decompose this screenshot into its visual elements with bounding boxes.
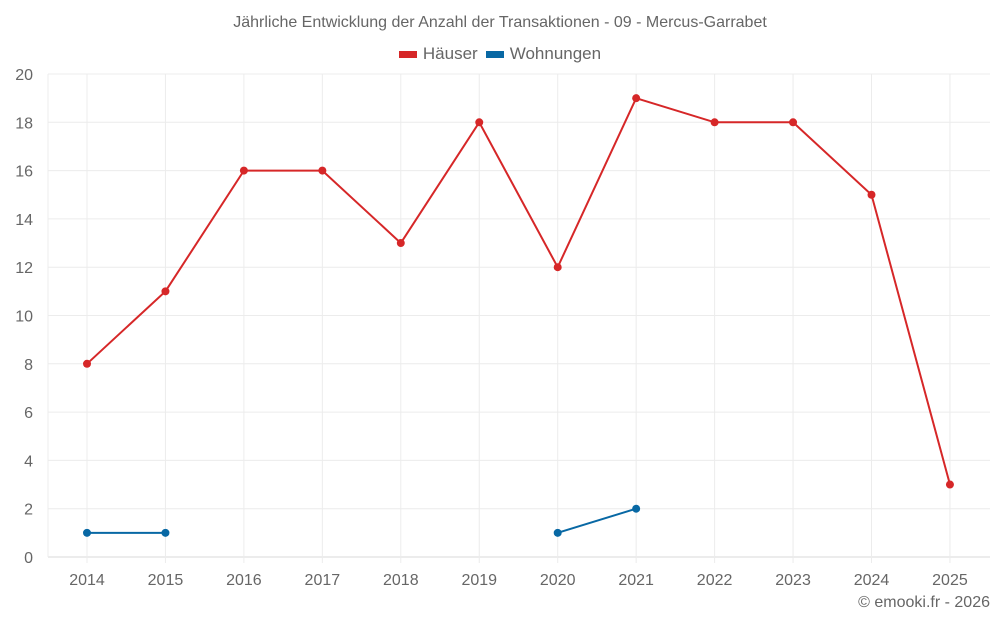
data-point <box>867 190 876 199</box>
data-point <box>553 528 562 537</box>
y-tick-label: 18 <box>15 115 33 132</box>
copyright-credit: © emooki.fr - 2026 <box>858 594 990 611</box>
data-point <box>945 480 954 489</box>
y-tick-label: 4 <box>24 453 33 470</box>
y-tick-label: 0 <box>24 550 33 567</box>
y-tick-label: 8 <box>24 357 33 374</box>
x-tick-label: 2015 <box>148 572 184 589</box>
y-tick-label: 6 <box>24 405 33 422</box>
data-point <box>161 528 170 537</box>
x-tick-label: 2021 <box>618 572 654 589</box>
chart-title: Jährliche Entwicklung der Anzahl der Tra… <box>233 14 767 31</box>
x-tick-label: 2025 <box>932 572 968 589</box>
legend-swatch-wohnungen-icon <box>485 50 504 58</box>
data-point <box>396 239 405 248</box>
y-tick-label: 20 <box>15 67 33 84</box>
data-point <box>83 359 91 368</box>
data-point <box>318 166 327 175</box>
x-tick-label: 2022 <box>697 572 733 589</box>
x-tick-label: 2019 <box>461 572 497 589</box>
y-tick-label: 12 <box>15 260 33 277</box>
y-tick-label: 16 <box>15 164 33 181</box>
data-point <box>710 118 719 127</box>
x-tick-label: 2023 <box>775 572 811 589</box>
legend-swatch-haeuser-icon <box>398 50 417 58</box>
x-tick-label: 2016 <box>226 572 262 589</box>
legend-label: Häuser <box>422 44 478 63</box>
data-point <box>553 263 562 272</box>
series-line <box>86 96 951 485</box>
x-tick-label: 2020 <box>540 572 576 589</box>
y-tick-label: 14 <box>15 212 33 229</box>
x-tick-label: 2024 <box>854 572 890 589</box>
data-point <box>632 94 641 103</box>
legend-item-haeuser[interactable]: Häuser <box>398 44 478 64</box>
x-tick-label: 2017 <box>305 572 341 589</box>
x-tick-label: 2014 <box>69 572 105 589</box>
y-tick-label: 2 <box>24 502 33 519</box>
data-point <box>475 118 484 127</box>
x-tick-label: 2018 <box>383 572 419 589</box>
legend-label: Wohnungen <box>509 44 602 63</box>
data-point <box>161 287 170 296</box>
data-point <box>632 504 641 513</box>
legend-item-wohnungen[interactable]: Wohnungen <box>485 44 602 64</box>
series-line <box>557 507 637 534</box>
data-point <box>789 118 798 127</box>
data-point <box>239 166 248 175</box>
legend: Häuser Wohnungen <box>0 44 1000 64</box>
data-point <box>83 528 91 537</box>
y-tick-label: 10 <box>15 309 33 326</box>
